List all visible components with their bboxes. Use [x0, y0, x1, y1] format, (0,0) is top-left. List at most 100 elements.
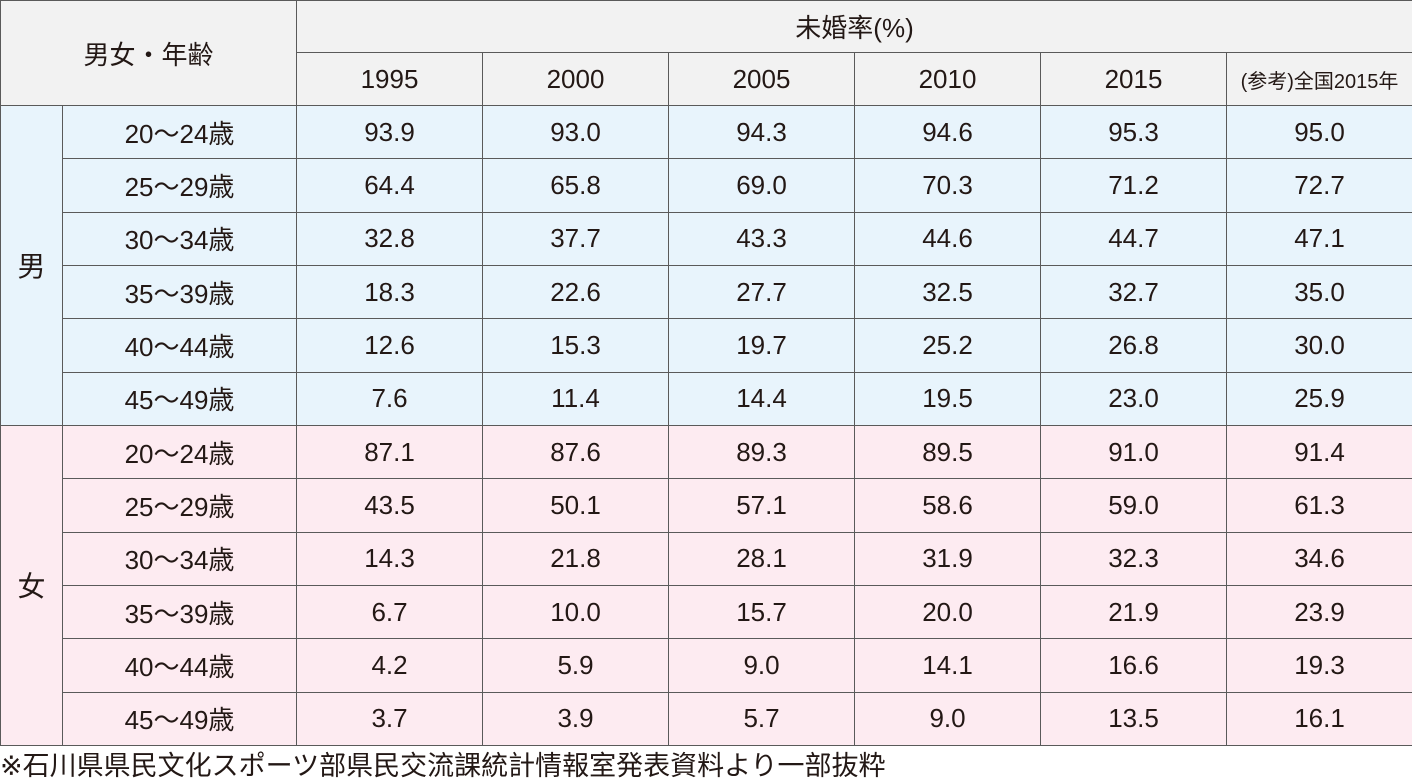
rate-cell: 93.9 — [296, 104, 484, 160]
rate-cell: 30.0 — [1226, 318, 1412, 373]
rate-cell: 89.5 — [854, 424, 1042, 480]
rate-cell: 50.1 — [482, 478, 670, 533]
rate-cell: 94.3 — [668, 104, 856, 160]
rate-cell: 47.1 — [1226, 211, 1412, 266]
rate-cell: 34.6 — [1226, 531, 1412, 586]
rate-cell: 5.7 — [668, 691, 856, 747]
header-year: 2010 — [854, 52, 1042, 106]
rate-cell: 43.5 — [296, 478, 484, 533]
sex-label: 男 — [0, 105, 63, 426]
header-sex-age: 男女・年齢 — [0, 0, 298, 106]
age-label: 35〜39歳 — [61, 584, 298, 640]
rate-cell: 18.3 — [296, 264, 484, 320]
source-note: ※石川県県民文化スポーツ部県民交流課統計情報室発表資料より一部抜粋 — [0, 751, 886, 782]
rate-cell: 9.0 — [854, 691, 1042, 747]
rate-cell: 32.7 — [1040, 264, 1228, 320]
rate-cell: 23.0 — [1040, 371, 1228, 426]
rate-cell: 5.9 — [482, 638, 670, 693]
rate-cell: 43.3 — [668, 211, 856, 266]
rate-cell: 11.4 — [482, 371, 670, 426]
rate-cell: 95.0 — [1226, 104, 1412, 160]
rate-cell: 21.8 — [482, 531, 670, 586]
rate-cell: 3.9 — [482, 691, 670, 747]
rate-cell: 25.2 — [854, 318, 1042, 373]
rate-cell: 89.3 — [668, 424, 856, 480]
rate-cell: 32.5 — [854, 264, 1042, 320]
rate-cell: 20.0 — [854, 584, 1042, 640]
header-year: 2015 — [1040, 52, 1228, 106]
rate-cell: 3.7 — [296, 691, 484, 747]
rate-cell: 15.3 — [482, 318, 670, 373]
rate-cell: 70.3 — [854, 158, 1042, 213]
table-row: 男 20〜24歳 93.9 93.0 94.3 94.6 95.3 95.0 — [0, 104, 1412, 426]
rate-cell: 94.6 — [854, 104, 1042, 160]
header-year: 2005 — [668, 52, 856, 106]
age-label: 45〜49歳 — [61, 371, 298, 426]
rate-cell: 93.0 — [482, 104, 670, 160]
rate-cell: 25.9 — [1226, 371, 1412, 426]
header-year: 2000 — [482, 52, 670, 106]
rate-cell: 22.6 — [482, 264, 670, 320]
rate-cell: 64.4 — [296, 158, 484, 213]
age-label: 40〜44歳 — [61, 318, 298, 373]
sex-label: 女 — [0, 424, 63, 747]
rate-cell: 26.8 — [1040, 318, 1228, 373]
rate-cell: 10.0 — [482, 584, 670, 640]
rate-cell: 19.3 — [1226, 638, 1412, 693]
rate-cell: 27.7 — [668, 264, 856, 320]
table-row: 25〜29歳 64.4 65.8 69.0 70.3 71.2 72.7 — [1, 158, 1412, 213]
rate-cell: 69.0 — [668, 158, 856, 213]
rate-cell: 91.0 — [1040, 424, 1228, 480]
rate-cell: 19.5 — [854, 371, 1042, 426]
age-label: 30〜34歳 — [61, 531, 298, 586]
rate-cell: 65.8 — [482, 158, 670, 213]
rate-cell: 31.9 — [854, 531, 1042, 586]
table-row: 25〜29歳 43.5 50.1 57.1 58.6 59.0 61.3 — [1, 478, 1412, 533]
rate-cell: 4.2 — [296, 638, 484, 693]
rate-cell: 61.3 — [1226, 478, 1412, 533]
rate-cell: 13.5 — [1040, 691, 1228, 747]
rate-cell: 14.4 — [668, 371, 856, 426]
age-label: 45〜49歳 — [61, 691, 298, 747]
table-row: 35〜39歳 18.3 22.6 27.7 32.5 32.7 35.0 — [1, 264, 1412, 320]
rate-cell: 21.9 — [1040, 584, 1228, 640]
rate-cell: 44.7 — [1040, 211, 1228, 266]
age-label: 20〜24歳 — [61, 104, 298, 160]
age-label: 25〜29歳 — [61, 158, 298, 213]
age-label: 25〜29歳 — [61, 478, 298, 533]
table-row: 30〜34歳 32.8 37.7 43.3 44.6 44.7 47.1 — [1, 211, 1412, 266]
rate-cell: 14.3 — [296, 531, 484, 586]
header-year: 1995 — [296, 52, 484, 106]
rate-cell: 71.2 — [1040, 158, 1228, 213]
rate-cell: 37.7 — [482, 211, 670, 266]
rate-cell: 87.6 — [482, 424, 670, 480]
rate-cell: 16.1 — [1226, 691, 1412, 747]
rate-cell: 57.1 — [668, 478, 856, 533]
table-row: 30〜34歳 14.3 21.8 28.1 31.9 32.3 34.6 — [1, 531, 1412, 586]
age-label: 30〜34歳 — [61, 211, 298, 266]
rate-cell: 12.6 — [296, 318, 484, 373]
table-row: 35〜39歳 6.7 10.0 15.7 20.0 21.9 23.9 — [1, 584, 1412, 640]
rate-cell: 35.0 — [1226, 264, 1412, 320]
rate-cell: 15.7 — [668, 584, 856, 640]
age-label: 20〜24歳 — [61, 424, 298, 480]
rate-cell: 87.1 — [296, 424, 484, 480]
rate-cell: 14.1 — [854, 638, 1042, 693]
table-body: 男 20〜24歳 93.9 93.0 94.3 94.6 95.3 95.0 25〜29歳 64.… — [0, 104, 1412, 747]
table-row: 40〜44歳 12.6 15.3 19.7 25.2 26.8 30.0 — [1, 318, 1412, 373]
table-row: 女 20〜24歳 87.1 87.6 89.3 89.5 91.0 91.4 — [0, 424, 1412, 747]
rate-cell: 16.6 — [1040, 638, 1228, 693]
rate-cell: 7.6 — [296, 371, 484, 426]
age-label: 40〜44歳 — [61, 638, 298, 693]
rate-cell: 59.0 — [1040, 478, 1228, 533]
table-row: 45〜49歳 3.7 3.9 5.7 9.0 13.5 16.1 — [1, 691, 1412, 747]
unmarried-rate-table: 男女・年齢 未婚率(%) 1995 2000 2005 2010 2015 (参… — [0, 0, 1412, 747]
rate-cell: 91.4 — [1226, 424, 1412, 480]
rate-cell: 95.3 — [1040, 104, 1228, 160]
rate-cell: 72.7 — [1226, 158, 1412, 213]
header-rate-title: 未婚率(%) — [296, 0, 1412, 53]
rate-cell: 6.7 — [296, 584, 484, 640]
table-row: 40〜44歳 4.2 5.9 9.0 14.1 16.6 19.3 — [1, 638, 1412, 693]
rate-cell: 23.9 — [1226, 584, 1412, 640]
table-row: 45〜49歳 7.6 11.4 14.4 19.5 23.0 25.9 — [1, 371, 1412, 426]
